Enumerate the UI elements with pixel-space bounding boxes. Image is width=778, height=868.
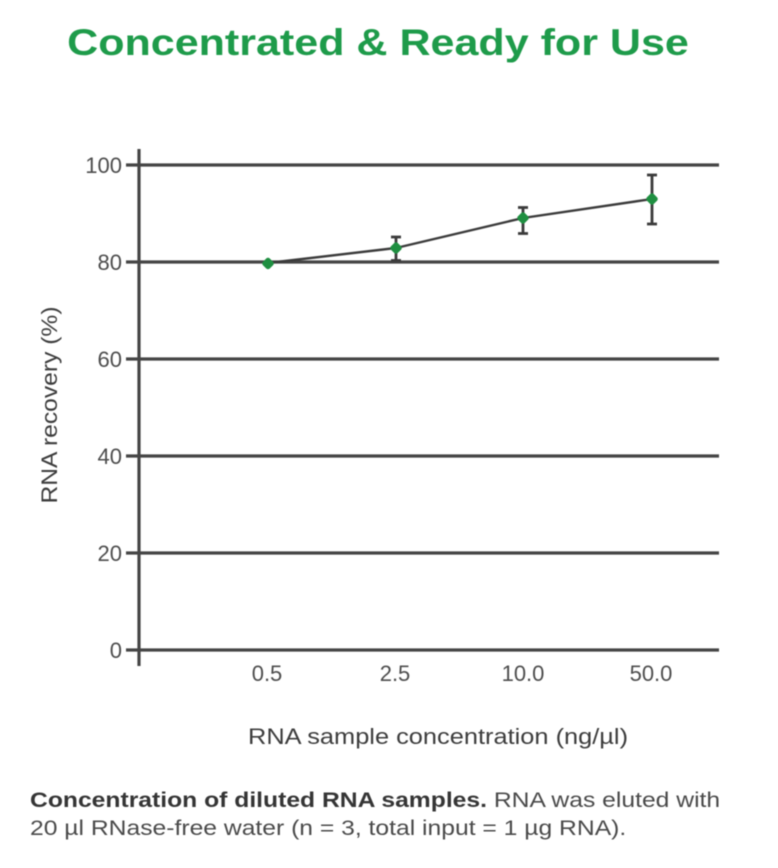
svg-text:RNA sample concentration (ng/µ: RNA sample concentration (ng/µl) bbox=[248, 725, 628, 750]
svg-text:10.0: 10.0 bbox=[502, 661, 545, 686]
svg-text:2.5: 2.5 bbox=[380, 661, 411, 686]
svg-text:50.0: 50.0 bbox=[630, 661, 673, 686]
svg-text:60: 60 bbox=[98, 347, 122, 372]
svg-text:0.5: 0.5 bbox=[252, 661, 283, 686]
svg-text:RNA recovery (%): RNA recovery (%) bbox=[37, 306, 61, 503]
svg-text:80: 80 bbox=[98, 250, 122, 275]
svg-text:0: 0 bbox=[110, 638, 122, 663]
svg-text:100: 100 bbox=[85, 153, 122, 178]
svg-text:40: 40 bbox=[98, 444, 122, 469]
svg-text:20: 20 bbox=[98, 541, 122, 566]
